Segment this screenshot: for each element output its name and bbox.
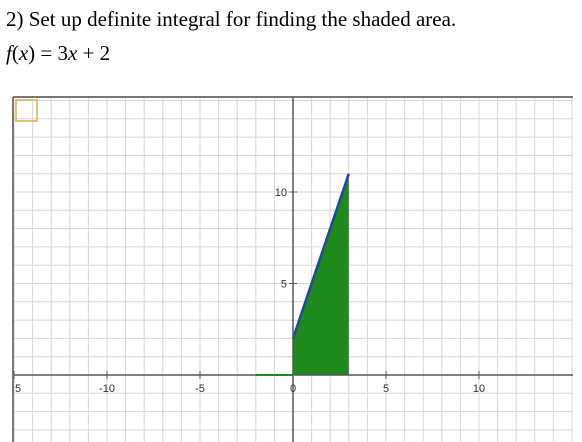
y-tick-label: 10 <box>275 187 287 199</box>
x-tick-label: 5 <box>15 383 21 395</box>
function-name: f <box>6 41 12 65</box>
shaded-region <box>293 173 349 375</box>
function-rparen: ) <box>28 41 36 65</box>
function-line <box>291 173 350 339</box>
function-variable: x <box>18 41 29 65</box>
y-tick-label: 5 <box>281 279 287 291</box>
function-rest: + 2 <box>77 41 111 65</box>
problem-number: 2) <box>6 7 24 31</box>
axis-ticks: 5 -10 -5 0 5 10 10 5 <box>13 187 485 395</box>
x-tick-label: 0 <box>290 383 296 395</box>
function-definition: f(x) = 3x + 2 <box>6 40 110 66</box>
x-tick-label: -10 <box>99 383 115 395</box>
function-equals: = 3 <box>35 41 69 65</box>
x-tick-label: 5 <box>383 383 389 395</box>
function-lparen: ( <box>11 41 19 65</box>
problem-statement: 2) Set up definite integral for finding … <box>6 6 456 32</box>
function-x: x <box>68 41 78 65</box>
graph-corner-icon[interactable] <box>15 99 38 122</box>
x-tick-label: 10 <box>473 383 485 395</box>
problem-text: Set up definite integral for finding the… <box>28 7 457 31</box>
x-tick-label: -5 <box>195 383 205 395</box>
